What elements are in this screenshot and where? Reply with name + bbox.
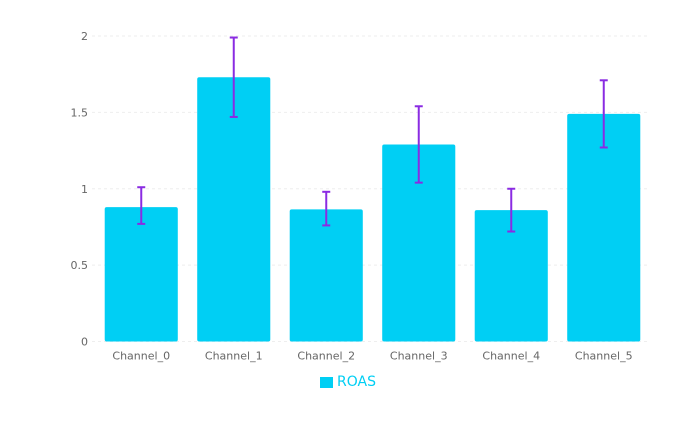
bar <box>567 113 641 342</box>
y-tick-label: 0 <box>81 336 88 349</box>
bar <box>382 144 456 342</box>
y-tick-label: 1.5 <box>71 106 89 119</box>
y-tick-label: 2 <box>81 30 88 43</box>
x-tick-label: Channel_2 <box>297 350 355 363</box>
y-tick-label: 0.5 <box>71 259 89 272</box>
x-tick-label: Channel_1 <box>205 350 263 363</box>
x-tick-label: Channel_4 <box>482 350 540 363</box>
x-tick-label: Channel_5 <box>575 350 633 363</box>
bar <box>289 209 363 342</box>
bar <box>474 210 548 342</box>
legend-swatch <box>320 376 334 388</box>
y-tick-label: 1 <box>81 183 88 196</box>
legend-label: ROAS <box>337 374 376 390</box>
x-tick-label: Channel_0 <box>112 350 170 363</box>
bar <box>197 77 271 342</box>
x-tick-label: Channel_3 <box>390 350 448 363</box>
legend[interactable]: ROAS <box>0 374 696 390</box>
bar <box>104 207 178 342</box>
